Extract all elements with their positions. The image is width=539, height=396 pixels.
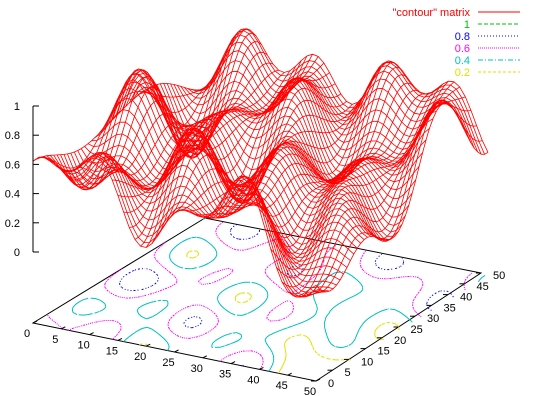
legend-label: 0.6	[455, 43, 470, 55]
mesh-line-x-19	[140, 54, 313, 247]
mesh-line-x-35	[230, 66, 404, 217]
legend-label: 0.8	[455, 31, 470, 43]
y-tick-label: 35	[444, 302, 456, 314]
mesh-line-x-5	[61, 41, 234, 189]
mesh-line-x-25	[174, 87, 347, 214]
mesh-line-x-12	[100, 62, 274, 187]
x-tick-mark	[287, 372, 292, 376]
mesh-line-x-40	[259, 92, 432, 259]
x-tick-mark	[174, 349, 179, 353]
surface-mesh	[32, 28, 489, 298]
y-tick-label: 15	[378, 346, 390, 358]
contour-line-1	[119, 224, 454, 367]
z-tick-label: 0.2	[5, 218, 20, 230]
x-tick-mark	[32, 320, 38, 324]
x-tick-mark	[61, 326, 66, 330]
y-tick-label: 0	[328, 378, 334, 390]
x-tick-mark	[145, 343, 151, 347]
x-tick-label: 50	[304, 386, 316, 396]
mesh-line-x-39	[253, 93, 426, 254]
mesh-line-x-6	[66, 33, 240, 185]
mesh-line-x-7	[72, 28, 245, 179]
mesh-line-y-8	[60, 154, 344, 275]
x-tick-mark	[315, 378, 321, 382]
mesh-line-x-15	[117, 70, 291, 198]
x-tick-label: 30	[191, 363, 203, 375]
y-tick-label: 25	[411, 324, 423, 336]
z-tick-label: 0.6	[5, 159, 20, 171]
x-tick-label: 25	[162, 357, 174, 369]
mesh-line-x-8	[78, 28, 251, 174]
mesh-line-x-13	[106, 69, 279, 190]
mesh-line-x-42	[270, 83, 443, 270]
axes: 00.20.40.60.810 5 10 15 20 25 30 35 40 45 50051015…	[5, 101, 506, 396]
x-tick-mark	[202, 355, 208, 359]
mesh-line-x-30	[202, 76, 376, 219]
y-tick-label: 20	[394, 335, 406, 347]
mesh-line-x-33	[219, 60, 392, 206]
x-tick-mark	[117, 337, 123, 341]
mesh-line-x-38	[248, 90, 421, 248]
contour-lines	[46, 217, 486, 374]
z-tick-label: 0.8	[5, 130, 20, 142]
mesh-line-x-24	[168, 80, 342, 220]
x-tick-label: 35	[219, 369, 231, 381]
mesh-line-x-45	[287, 86, 460, 295]
mesh-line-x-32	[213, 62, 387, 212]
y-tick-label: 45	[477, 281, 489, 293]
z-tick-label: 0	[14, 247, 20, 259]
mesh-line-x-41	[264, 88, 438, 264]
contour-line-2	[46, 221, 473, 370]
mesh-line-x-27	[185, 102, 359, 212]
mesh-line-x-49	[310, 99, 483, 293]
x-tick-label: 0	[24, 328, 30, 340]
mesh-line-x-4	[55, 53, 228, 191]
y-tick-label: 40	[460, 292, 472, 304]
mesh-line-x-47	[298, 102, 472, 298]
mesh-line-x-1	[38, 85, 211, 169]
x-tick-label: 15	[106, 345, 118, 357]
mesh-line-x-17	[129, 60, 302, 228]
mesh-line-x-28	[191, 95, 364, 216]
z-tick-label: 1	[14, 101, 20, 113]
mesh-line-x-10	[89, 41, 262, 176]
mesh-line-x-46	[293, 96, 466, 298]
y-tick-label: 50	[493, 270, 505, 282]
x-tick-label: 40	[247, 374, 259, 386]
mesh-line-x-44	[281, 81, 455, 288]
mesh-line-x-11	[95, 51, 268, 182]
mesh-line-x-31	[208, 67, 381, 217]
mesh-line-x-18	[134, 55, 308, 240]
y-tick-label: 5	[345, 367, 351, 379]
y-tick-label: 10	[361, 356, 373, 368]
z-tick-label: 0.4	[5, 189, 20, 201]
mesh-line-y-49	[201, 28, 485, 155]
x-tick-mark	[230, 361, 236, 365]
mesh-line-x-34	[225, 62, 398, 209]
x-tick-label: 10	[77, 340, 89, 352]
mesh-line-x-36	[236, 74, 410, 228]
mesh-line-x-0	[32, 82, 206, 162]
x-tick-mark	[89, 332, 94, 336]
mesh-line-y-14	[80, 127, 365, 245]
legend-label: 1	[464, 19, 470, 31]
mesh-line-x-9	[83, 32, 257, 173]
x-tick-mark	[259, 366, 264, 370]
mesh-line-x-48	[304, 100, 477, 296]
contour-line-4	[139, 250, 400, 374]
y-tick-label: 30	[427, 313, 439, 325]
legend-label: "contour" matrix	[393, 7, 471, 19]
legend-label: 0.2	[455, 67, 470, 79]
mesh-line-x-2	[44, 77, 217, 180]
mesh-line-x-50	[315, 102, 489, 293]
legend-label: 0.4	[455, 55, 470, 67]
contour-line-3	[71, 217, 486, 372]
mesh-line-x-14	[112, 72, 285, 190]
x-tick-label: 45	[276, 380, 288, 392]
x-tick-label: 20	[134, 351, 146, 363]
x-tick-label: 5	[52, 334, 58, 346]
